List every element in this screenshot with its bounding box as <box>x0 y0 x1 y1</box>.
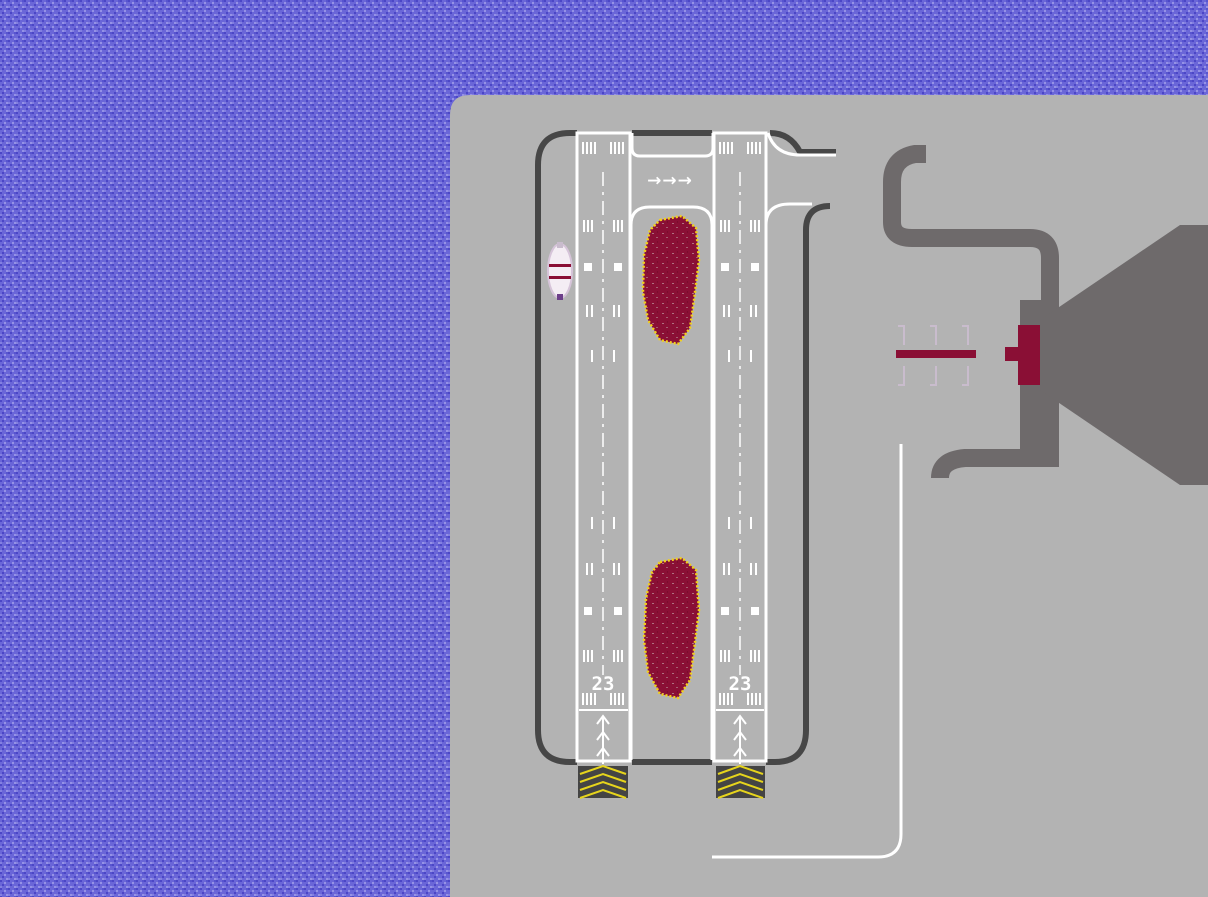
runway-left-threshold-bars-top <box>582 142 624 362</box>
runway-right-number: 23 <box>729 673 752 695</box>
runway-median <box>629 205 714 760</box>
top-taxiway-right <box>769 130 836 155</box>
gate-marking <box>972 315 1014 395</box>
left-threshold-chevrons <box>578 764 628 799</box>
runway-right[interactable]: 23 <box>712 131 768 764</box>
apron-taxiway <box>883 145 1059 479</box>
crater-icon-bottom[interactable] <box>642 556 701 700</box>
crater-icon[interactable] <box>641 214 701 346</box>
runway-right-approach-arrows <box>733 714 747 764</box>
runway-left-approach-arrows <box>596 714 610 764</box>
runway-direction-arrows: →→→ <box>647 171 693 191</box>
right-threshold-chevrons <box>716 764 765 799</box>
parked-plane-icon[interactable] <box>547 242 573 300</box>
runway-left-number: 23 <box>592 673 615 695</box>
runway-right-threshold-bars-bottom <box>719 517 761 705</box>
runway-right-threshold-bars-top <box>719 142 761 362</box>
service-road-line <box>712 444 903 859</box>
terminal-concourse <box>1040 225 1208 485</box>
perimeter-taxiway <box>535 130 831 765</box>
runway-left[interactable]: 23 <box>575 131 632 764</box>
runway-left-threshold-bars-bottom <box>582 517 624 705</box>
top-right-marking <box>766 132 836 157</box>
terminal-plane-icon[interactable] <box>896 325 1040 385</box>
airfield-ground <box>450 95 1208 897</box>
parking-brackets <box>898 325 969 386</box>
